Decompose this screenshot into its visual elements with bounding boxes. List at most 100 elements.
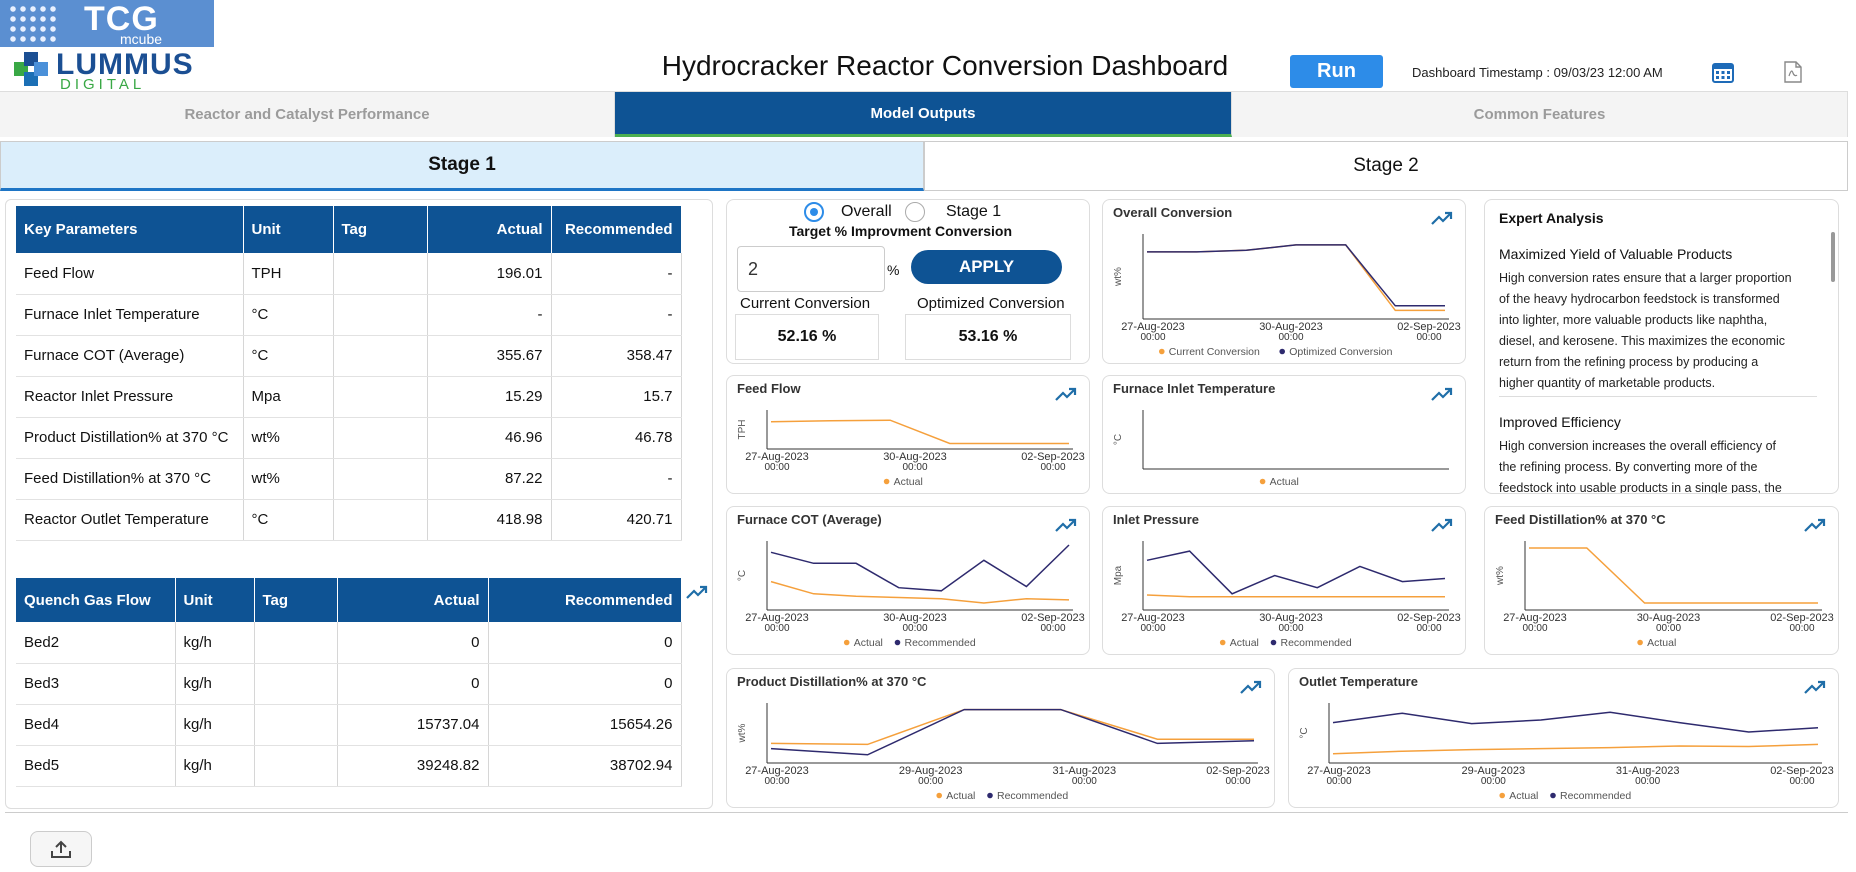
tab-model-outputs[interactable]: Model Outputs: [615, 92, 1232, 137]
chart-card-inlet-pressure: Inlet Pressure Mpa 27-Aug-2023 00:00 30-Aug-…: [1102, 506, 1466, 655]
scrollbar-thumb[interactable]: [1831, 232, 1835, 282]
legend-label: Actual: [946, 790, 975, 802]
tab-stage-1[interactable]: Stage 1: [0, 141, 924, 191]
upload-button[interactable]: [30, 831, 92, 867]
table-row: Feed Flow TPH 196.01-: [16, 253, 682, 295]
bed-actual: 15737.04: [337, 704, 489, 746]
expert-line: feedstock into usable products in a sing…: [1499, 481, 1782, 494]
param-name: Product Distillation% at 370 °C: [16, 417, 244, 459]
series-line: [1332, 743, 1819, 755]
bed-unit: kg/h: [175, 663, 255, 705]
tab-reactor-catalyst[interactable]: Reactor and Catalyst Performance: [0, 92, 615, 137]
param-unit: Mpa: [243, 376, 334, 418]
x-tick-label: 02-Sep-2023: [1206, 765, 1270, 777]
param-tag: [333, 294, 428, 336]
chart-title: Inlet Pressure: [1113, 512, 1199, 527]
param-unit: wt%: [243, 458, 334, 500]
series-line: [1147, 244, 1445, 312]
param-name: Furnace COT (Average): [16, 335, 244, 377]
radio-overall[interactable]: [804, 202, 824, 222]
percent-label: %: [887, 262, 900, 278]
table-row: Bed2 kg/h 0 0: [16, 622, 682, 664]
trend-icon[interactable]: [1431, 387, 1453, 401]
trend-icon[interactable]: [1240, 680, 1262, 694]
conversion-control-card: Overall Stage 1 Target % Improvment Conv…: [726, 199, 1090, 364]
tab-stage-2[interactable]: Stage 2: [924, 141, 1848, 191]
apply-button[interactable]: APPLY: [911, 250, 1062, 284]
chart-title: Outlet Temperature: [1299, 674, 1418, 689]
x-tick-label: 30-Aug-2023: [1637, 612, 1701, 624]
legend-marker: [1259, 478, 1266, 485]
y-axis-label: °C: [1299, 727, 1310, 738]
pdf-export-icon[interactable]: [1784, 61, 1802, 83]
y-axis-label: °C: [737, 570, 748, 581]
x-tick-label: 02-Sep-2023: [1397, 321, 1461, 333]
param-tag: [333, 335, 428, 377]
y-axis-label: wt%: [1113, 267, 1124, 287]
bed-recommended: 0: [488, 663, 682, 705]
chart-title: Product Distillation% at 370 °C: [737, 674, 927, 689]
trend-icon[interactable]: [1804, 680, 1826, 694]
x-tick-time: 00:00: [1635, 776, 1660, 787]
param-actual: 46.96: [427, 417, 552, 459]
legend-marker: [1219, 639, 1226, 646]
legend-label: Current Conversion: [1169, 346, 1260, 358]
bed-tag: [254, 622, 338, 664]
bed-recommended: 0: [488, 622, 682, 664]
param-tag: [333, 458, 428, 500]
x-tick-time: 00:00: [1656, 623, 1681, 634]
trend-icon[interactable]: [686, 584, 708, 600]
lummus-digital-logo: LUMMUS DIGITAL: [12, 48, 212, 93]
legend-marker: [1637, 639, 1643, 646]
bed-tag: [254, 663, 338, 705]
bed-name: Bed3: [16, 663, 176, 705]
stage-tabs: Stage 1 Stage 2: [0, 141, 1848, 191]
trend-icon-arrow: [1069, 518, 1077, 526]
trend-icon[interactable]: [1431, 518, 1453, 532]
trend-icon-line: [1240, 681, 1261, 694]
tab-common-features[interactable]: Common Features: [1232, 92, 1848, 137]
x-tick-label: 02-Sep-2023: [1021, 451, 1085, 463]
expert-section-body: High conversion increases the overall ef…: [1499, 436, 1824, 494]
y-axis-label: TPH: [737, 420, 748, 440]
run-button[interactable]: Run: [1290, 55, 1383, 88]
trend-icon-line: [1431, 519, 1452, 532]
trend-icon[interactable]: [1431, 211, 1453, 225]
legend-label: Recommended: [997, 790, 1068, 802]
table-row: Bed5 kg/h 39248.82 38702.94: [16, 745, 682, 787]
bed-actual: 0: [337, 622, 489, 664]
x-tick-time: 00:00: [1416, 332, 1441, 343]
trend-icon[interactable]: [1804, 518, 1826, 532]
calendar-icon[interactable]: [1712, 61, 1734, 83]
trend-icon-arrow: [1445, 387, 1453, 395]
chart-title: Feed Flow: [737, 381, 801, 396]
trend-icon-arrow: [1254, 680, 1262, 688]
footer-divider: [5, 812, 1848, 813]
target-improvement-input[interactable]: [737, 246, 885, 292]
chart-card-furnace-cot: Furnace COT (Average) °C 27-Aug-2023 00:00 3…: [726, 506, 1090, 655]
expert-line: return from the refining process by prod…: [1499, 355, 1759, 369]
param-recommended: 420.71: [551, 499, 682, 541]
x-tick-time: 00:00: [1278, 623, 1303, 634]
trend-icon[interactable]: [1055, 518, 1077, 532]
series-line: [770, 708, 1254, 746]
optimized-conversion-label: Optimized Conversion: [917, 295, 1065, 312]
param-unit: wt%: [243, 417, 334, 459]
trend-icon-line: [1431, 212, 1452, 225]
column-header: Tag: [254, 578, 338, 622]
trend-icon-line: [1804, 519, 1825, 532]
series-line: [770, 708, 1255, 756]
radio-stage-1[interactable]: [905, 202, 925, 222]
x-tick-time: 00:00: [1789, 623, 1814, 634]
column-header: Quench Gas Flow: [16, 578, 176, 622]
column-header: Unit: [243, 206, 334, 253]
digital-logo-text: DIGITAL: [60, 76, 146, 93]
legend-marker: [1270, 639, 1277, 646]
x-tick-label: 30-Aug-2023: [883, 612, 947, 624]
trend-icon-line: [1055, 519, 1076, 532]
param-recommended: 358.47: [551, 335, 682, 377]
trend-icon[interactable]: [1055, 387, 1077, 401]
x-tick-label: 02-Sep-2023: [1397, 612, 1461, 624]
main-tabs: Reactor and Catalyst Performance Model O…: [0, 91, 1848, 138]
x-tick-label: 30-Aug-2023: [1259, 612, 1323, 624]
